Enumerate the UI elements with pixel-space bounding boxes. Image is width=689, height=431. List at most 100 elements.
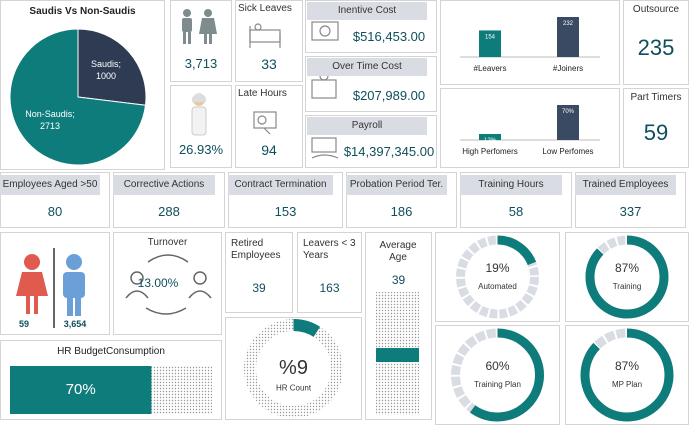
kpi-value: 337	[619, 204, 642, 219]
pie-slice	[9, 28, 147, 166]
panel	[305, 56, 437, 112]
kpi-title: Training Hours	[460, 175, 562, 195]
panel	[235, 0, 303, 82]
male-count: 3,654	[63, 319, 87, 329]
gauge-value: 39	[392, 273, 406, 287]
bar	[479, 134, 501, 140]
tile-title: Retired Employees	[231, 238, 281, 261]
bar	[479, 30, 501, 57]
donut-track	[456, 235, 539, 319]
panel	[170, 0, 232, 82]
donut-value: 60%	[485, 359, 509, 373]
bar-category: #Leavers	[474, 64, 507, 73]
tile-title: Late Hours	[238, 88, 287, 99]
bar-category: #Joiners	[553, 64, 583, 73]
tile-title: Part Timers	[630, 92, 682, 103]
turnover-title: Turnover	[147, 237, 188, 248]
panel	[0, 172, 110, 228]
icon-tile-value: 3,713	[184, 56, 218, 71]
donut-title: Automated	[478, 282, 517, 291]
panel	[575, 172, 686, 228]
donut-title: Training	[613, 282, 642, 291]
bar-label: 154	[485, 34, 496, 40]
panel	[365, 232, 432, 420]
kpi-value: 153	[274, 204, 297, 219]
bar-category: Low Perfomes	[542, 147, 593, 156]
panel	[235, 85, 303, 168]
panel	[435, 325, 560, 425]
tile-value: $207,989.00	[352, 88, 426, 103]
panel	[113, 232, 222, 335]
pie-slice	[77, 28, 147, 106]
bar-label: 12%	[484, 138, 497, 144]
bar	[557, 17, 579, 57]
tile-value: 59	[643, 120, 669, 145]
kpi-title: Contract Termination	[228, 175, 333, 195]
tile-title: Over Time Cost	[307, 58, 427, 76]
gauge-title: Average Age	[379, 240, 417, 263]
pie-label: Non-Saudis;	[25, 109, 75, 119]
donut-arc	[580, 328, 674, 422]
donut-arc	[244, 319, 343, 418]
donut-value: %9	[279, 357, 308, 379]
kpi-value: 288	[158, 204, 180, 219]
panel	[460, 172, 572, 228]
panel	[0, 340, 222, 420]
pie-label: Saudis;	[91, 59, 121, 69]
donut-arc	[456, 235, 539, 319]
panel	[170, 85, 232, 168]
tile-value: 39	[252, 281, 266, 295]
panel	[440, 88, 620, 168]
tile-title: Inentive Cost	[307, 2, 427, 20]
bar	[557, 105, 579, 140]
kpi-title: Probation Period Ter.	[346, 175, 447, 195]
panel	[565, 232, 689, 322]
tile-title: Outsource	[632, 4, 680, 15]
icons	[16, 9, 339, 328]
donut-title: HR Count	[276, 384, 312, 393]
gauge-marker	[376, 348, 419, 363]
tile-value: $14,397,345.00	[343, 144, 435, 159]
pie-value: 2713	[40, 121, 60, 131]
turnover-value: 13.00%	[137, 276, 179, 290]
pie-title: Saudis Vs Non-Saudis	[29, 6, 136, 17]
tile-title: Payroll	[307, 117, 427, 135]
tile-title: Leavers < 3 Years	[303, 238, 356, 261]
panel	[305, 0, 437, 53]
panel	[435, 232, 560, 322]
panel	[225, 232, 293, 313]
kpi-title: Trained Employees	[575, 175, 676, 195]
bar-label: 232	[563, 21, 574, 27]
kpi-value: 58	[508, 204, 524, 219]
tile-title: Sick Leaves	[238, 3, 292, 14]
tile-value: 33	[261, 56, 277, 72]
donut-value: 87%	[615, 359, 639, 373]
donut-value: 19%	[485, 261, 509, 275]
donut-title: MP Plan	[612, 380, 642, 389]
tile-value: 163	[319, 281, 340, 295]
tile-value: $516,453.00	[352, 29, 426, 44]
donut-arc	[451, 328, 544, 422]
panel	[228, 172, 343, 228]
donut-arc	[585, 235, 669, 319]
panel	[0, 232, 110, 335]
hbar-title: HR BudgetConsumption	[57, 346, 165, 357]
icon-tile-value: 26.93%	[178, 142, 224, 157]
donut-value: 87%	[615, 261, 639, 275]
kpi-value: 186	[390, 204, 413, 219]
tile-value: 94	[261, 142, 277, 158]
panel	[297, 232, 362, 313]
panel	[440, 0, 620, 85]
hbar-label: 70%	[66, 381, 96, 398]
panel	[305, 115, 437, 168]
charts: Saudis Vs Non-Saudis Saudis; 1000 Non-Saudi…	[9, 6, 674, 422]
panel	[113, 172, 225, 228]
panel	[346, 172, 457, 228]
panel	[225, 317, 362, 420]
panel	[0, 0, 165, 170]
kpi-title: Employees Aged >50	[0, 175, 100, 195]
female-count: 59	[18, 319, 29, 329]
